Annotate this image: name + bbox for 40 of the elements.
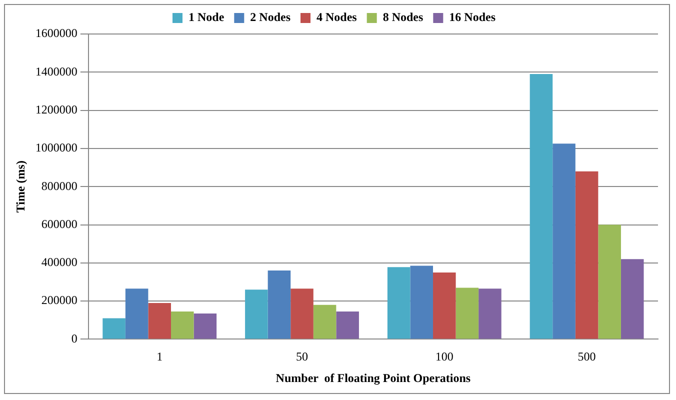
x-tick-label: 50: [296, 350, 308, 364]
bar: [148, 302, 171, 339]
y-tick-label: 200000: [41, 293, 78, 308]
bar: [456, 288, 479, 339]
bar: [387, 267, 410, 339]
y-tick-label: 800000: [41, 178, 78, 193]
bar: [575, 171, 598, 339]
y-tick-label: 1600000: [35, 26, 78, 40]
bar: [313, 304, 336, 339]
legend-label: 16 Nodes: [449, 10, 496, 24]
x-axis-title: Number of Floating Point Operations: [276, 370, 471, 385]
y-tick-label: 0: [71, 331, 78, 346]
legend-label: 2 Nodes: [250, 10, 291, 24]
bar: [125, 288, 148, 339]
y-tick-label: 600000: [41, 216, 78, 231]
bar: [530, 74, 553, 339]
bar: [245, 290, 268, 339]
y-tick-label: 1400000: [35, 64, 78, 78]
legend-label: 1 Node: [188, 10, 225, 24]
y-axis-title: Time (ms): [13, 160, 28, 213]
bar: [552, 144, 576, 339]
bar: [170, 312, 194, 339]
bar: [410, 266, 434, 339]
bar: [194, 313, 217, 339]
bar: [336, 312, 359, 339]
x-tick-label: 500: [578, 350, 596, 364]
bar: [478, 288, 502, 339]
bar: [102, 318, 126, 339]
bar: [290, 288, 314, 339]
legend-label: 4 Nodes: [316, 10, 358, 24]
bar: [268, 270, 291, 339]
y-tick-label: 400000: [41, 255, 78, 270]
x-tick-label: 100: [435, 350, 454, 364]
x-tick-label: 1: [156, 350, 163, 364]
legend-label: 8 Nodes: [382, 10, 424, 24]
y-tick-label: 1000000: [35, 140, 78, 155]
bar: [620, 259, 644, 339]
bar: [598, 224, 621, 339]
y-tick-label: 1200000: [35, 102, 78, 116]
bar: [433, 272, 456, 339]
